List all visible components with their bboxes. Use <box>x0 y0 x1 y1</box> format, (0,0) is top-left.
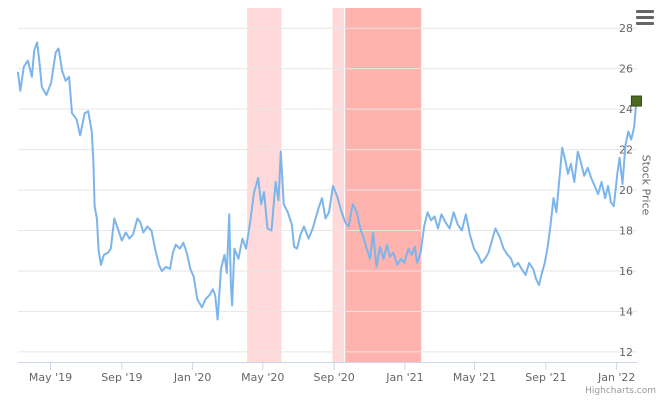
x-tick-label: May '20 <box>241 371 284 384</box>
plot-band <box>332 8 345 362</box>
credits-link[interactable]: Highcharts.com <box>585 386 656 396</box>
price-series <box>17 41 642 321</box>
plot-band <box>345 8 422 362</box>
y-tick-label: 28 <box>619 22 633 35</box>
menu-bar <box>636 22 654 25</box>
y-axis-title: Stock Price <box>639 154 653 216</box>
x-tick-label: May '19 <box>29 371 72 384</box>
menu-bar <box>636 10 654 13</box>
x-tick-label: Jan '20 <box>173 371 211 384</box>
x-tick-label: Sep '20 <box>314 371 355 384</box>
last-price-marker <box>630 95 642 107</box>
menu-bar <box>636 16 654 19</box>
y-tick-label: 26 <box>619 63 633 76</box>
x-tick-label: May '21 <box>453 371 496 384</box>
y-tick-label: 24 <box>619 103 633 116</box>
x-tick-label: Jan '22 <box>597 371 635 384</box>
x-tick-label: Jan '21 <box>385 371 423 384</box>
grid-lines <box>18 27 637 353</box>
highlight-bands <box>247 8 422 362</box>
y-tick-label: 16 <box>619 265 633 278</box>
y-tick-label: 12 <box>619 346 633 359</box>
chart-menu-icon[interactable] <box>636 10 654 26</box>
price-line <box>17 41 638 321</box>
y-tick-label: 14 <box>619 305 633 318</box>
x-tick-label: Sep '19 <box>101 371 142 384</box>
x-tick-label: Sep '21 <box>525 371 566 384</box>
y-tick-label: 18 <box>619 225 633 238</box>
y-tick-label: 20 <box>619 184 633 197</box>
x-axis: May '19 Sep '19 Jan '20 May '20 Sep '20 Jan '… <box>18 362 637 384</box>
